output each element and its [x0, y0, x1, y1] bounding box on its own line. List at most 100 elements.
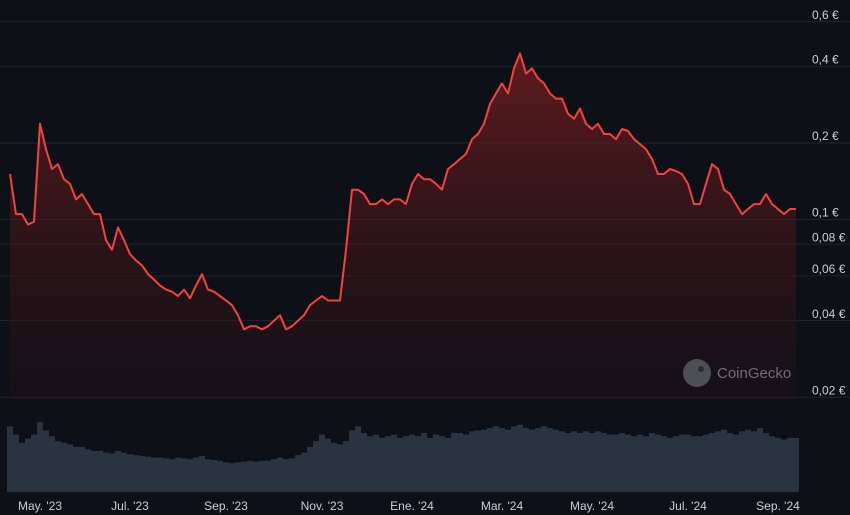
volume-bar: [61, 442, 67, 492]
volume-bar: [499, 428, 505, 492]
y-tick-label: 0,1 €: [812, 206, 839, 220]
volume-bar: [679, 434, 685, 492]
volume-bar: [457, 432, 463, 492]
volume-bar: [709, 432, 715, 492]
volume-bar: [241, 461, 247, 492]
volume-bar: [133, 455, 139, 492]
volume-bar: [175, 457, 181, 492]
x-tick-label: Jul. '23: [111, 499, 149, 513]
volume-bar: [31, 434, 37, 492]
volume-bar: [529, 429, 535, 492]
volume-bar: [625, 434, 631, 492]
volume-bar: [775, 437, 781, 492]
volume-bar: [49, 436, 55, 492]
volume-bar: [217, 460, 223, 492]
volume-bar: [397, 437, 403, 492]
volume-bar: [733, 434, 739, 492]
volume-bar: [589, 432, 595, 492]
volume-bar: [673, 436, 679, 492]
volume-bar: [259, 460, 265, 492]
volume-bar: [523, 428, 529, 492]
volume-bar: [487, 428, 493, 492]
volume-bar: [385, 436, 391, 492]
volume-bar: [139, 455, 145, 492]
volume-bar: [727, 432, 733, 492]
y-tick-label: 0,06 €: [812, 262, 846, 276]
volume-bar: [205, 459, 211, 492]
volume-bar: [541, 426, 547, 492]
x-tick-label: May. '24: [570, 499, 614, 513]
volume-bar: [769, 436, 775, 492]
volume-bar: [553, 429, 559, 492]
volume-bar: [451, 432, 457, 492]
volume-bar: [517, 424, 523, 492]
volume-bar: [247, 460, 253, 492]
price-area: [10, 53, 796, 401]
volume-bar: [787, 437, 793, 492]
volume-bar: [655, 434, 661, 492]
volume-bar: [325, 438, 331, 492]
volume-bar: [223, 462, 229, 492]
volume-bar: [361, 432, 367, 492]
volume-bar: [253, 461, 259, 492]
volume-bar: [37, 422, 43, 492]
x-tick-label: May. '23: [18, 499, 62, 513]
volume-bar: [637, 434, 643, 492]
volume-bar: [103, 452, 109, 492]
volume-bar: [619, 432, 625, 492]
volume-bar: [757, 428, 763, 492]
volume-bar: [475, 430, 481, 492]
volume-bar: [751, 431, 757, 492]
volume-bar: [559, 431, 565, 492]
volume-bar: [781, 439, 787, 492]
volume-bar: [613, 434, 619, 492]
volume-bar: [121, 452, 127, 492]
volume-bar: [349, 430, 355, 492]
volume-bar: [283, 459, 289, 492]
volume-bar: [493, 426, 499, 492]
volume-bar: [7, 426, 13, 492]
volume-bar: [505, 429, 511, 492]
volume-bar: [181, 458, 187, 492]
volume-bar: [433, 434, 439, 492]
volume-bar: [319, 434, 325, 492]
volume-bar: [199, 455, 205, 492]
volume-bar: [721, 429, 727, 492]
volume-bar: [463, 434, 469, 492]
volume-bar: [271, 459, 277, 492]
volume-bar: [379, 437, 385, 492]
volume-bar: [511, 426, 517, 492]
volume-bar: [91, 451, 97, 492]
volume-bar: [445, 437, 451, 492]
y-tick-label: 0,04 €: [812, 307, 846, 321]
volume-bar: [793, 437, 799, 492]
volume-bar: [193, 457, 199, 492]
volume-bar: [151, 457, 157, 492]
volume-bar: [391, 434, 397, 492]
x-tick-label: Sep. '23: [204, 499, 248, 513]
price-line: [9, 52, 796, 331]
volume-bar: [409, 434, 415, 492]
x-tick-label: Nov. '23: [301, 499, 344, 513]
volume-bar: [685, 434, 691, 492]
volume-bar: [25, 438, 31, 492]
volume-bar: [355, 426, 361, 492]
volume-bar: [577, 432, 583, 492]
volume-bar: [703, 434, 709, 492]
volume-bar: [547, 428, 553, 492]
watermark-logo: [683, 359, 711, 387]
volume-bar: [697, 436, 703, 492]
x-tick-label: Sep. '24: [756, 499, 800, 513]
volume-bar: [157, 457, 163, 492]
volume-bar: [55, 441, 61, 492]
volume-bar: [109, 453, 115, 492]
y-tick-label: 0,08 €: [812, 230, 846, 244]
volume-bar: [67, 444, 73, 492]
volume-bar: [403, 436, 409, 492]
volume-bar: [79, 446, 85, 492]
volume-bar: [169, 459, 175, 492]
volume-bar: [343, 441, 349, 492]
volume-bar: [73, 446, 79, 492]
volume-bar: [211, 460, 217, 492]
volume-bar: [301, 452, 307, 492]
